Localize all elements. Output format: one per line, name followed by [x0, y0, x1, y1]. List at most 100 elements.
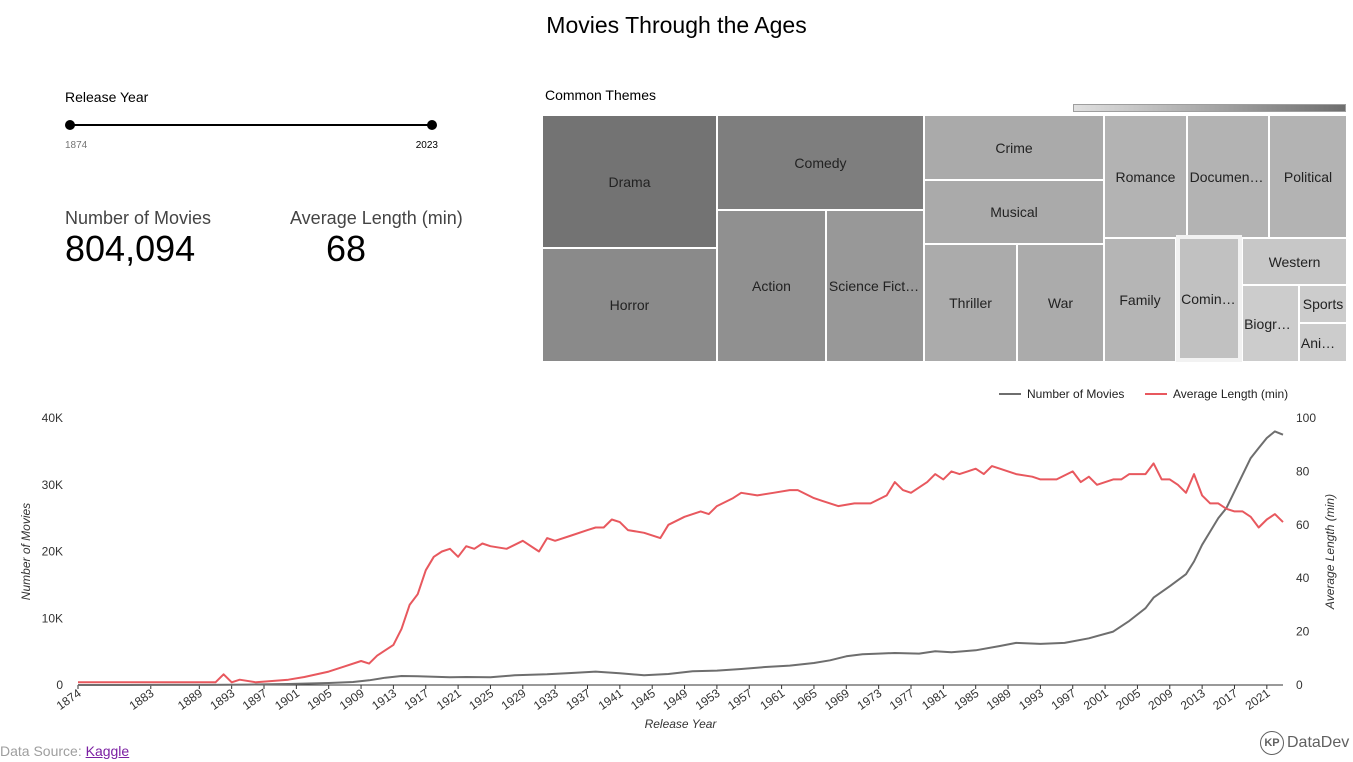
kaggle-link[interactable]: Kaggle: [85, 743, 130, 759]
slider-track[interactable]: [69, 124, 433, 126]
legend-swatch-length: [1145, 393, 1167, 395]
treemap-tile-label: Biograp…: [1244, 315, 1297, 332]
treemap-tile-label: Romance: [1115, 168, 1176, 185]
y2-tick-label: 100: [1296, 411, 1316, 425]
treemap-tile-war[interactable]: War: [1017, 244, 1104, 362]
y-tick-label: 20K: [42, 545, 63, 559]
release-year-slider[interactable]: [65, 119, 437, 133]
brand-logo: KP DataDev: [1260, 731, 1349, 755]
x-tick-label: 1981: [919, 686, 949, 713]
x-tick-label: 1901: [272, 686, 302, 713]
y2-tick-label: 20: [1296, 625, 1310, 639]
x-tick-label: 1989: [984, 686, 1014, 713]
x-tick-label: 2009: [1146, 686, 1176, 713]
x-tick-label: 1905: [305, 686, 335, 713]
treemap-tile-action[interactable]: Action: [717, 210, 826, 362]
treemap-tile-political[interactable]: Political: [1269, 115, 1347, 238]
x-tick-label: 1965: [790, 686, 820, 713]
treemap-tile-family[interactable]: Family: [1104, 238, 1176, 362]
x-tick-label: 1953: [693, 686, 723, 713]
treemap-tile-biographical[interactable]: Biograp…: [1242, 285, 1299, 362]
data-source-footer: Data Source: Kaggle: [0, 743, 129, 759]
x-tick-label: 1977: [887, 686, 917, 713]
x-tick-label: 1883: [127, 686, 157, 713]
slider-max-handle[interactable]: [427, 120, 437, 130]
treemap-tile-horror[interactable]: Horror: [542, 248, 717, 362]
x-tick-label: 2013: [1178, 686, 1208, 713]
treemap-tile-romance[interactable]: Romance: [1104, 115, 1187, 238]
x-axis-title: Release Year: [645, 717, 718, 731]
treemap-tile-label: Political: [1283, 168, 1333, 185]
y-axis-title: Number of Movies: [19, 503, 33, 600]
x-tick-label: 1909: [337, 686, 367, 713]
x-tick-label: 1961: [757, 686, 787, 713]
y2-axis-title: Average Length (min): [1323, 494, 1337, 610]
treemap-tile-thriller[interactable]: Thriller: [924, 244, 1017, 362]
treemap-tile-science-fiction[interactable]: Science Fiction: [826, 210, 924, 362]
x-tick-label: 2001: [1081, 686, 1111, 713]
treemap-tile-documentary[interactable]: Documenta…: [1187, 115, 1269, 238]
treemap-tile-comedy[interactable]: Comedy: [717, 115, 924, 210]
treemap-tile-label: Action: [752, 278, 791, 294]
legend-label-length: Average Length (min): [1173, 387, 1289, 401]
treemap-tile-label: Coming…: [1181, 290, 1237, 307]
treemap-tile-drama[interactable]: Drama: [542, 115, 717, 248]
y2-tick-label: 0: [1296, 678, 1303, 692]
treemap-tile-label: War: [1047, 295, 1074, 311]
treemap-tile-label: Comedy: [794, 154, 847, 171]
treemap-tile-label: Horror: [609, 297, 650, 313]
y2-tick-label: 80: [1296, 464, 1310, 478]
treemap-title: Common Themes: [545, 87, 657, 103]
kpi-length-value: 68: [326, 228, 367, 269]
y-tick-label: 30K: [42, 478, 63, 492]
x-tick-label: 1941: [596, 686, 626, 713]
treemap-tile-label: Western: [1268, 253, 1321, 270]
treemap-tile-western[interactable]: Western: [1242, 238, 1347, 285]
slider-max-value: 2023: [415, 140, 438, 151]
kpi-movies-value: 804,094: [65, 228, 196, 269]
slider-min-handle[interactable]: [65, 120, 75, 130]
treemap-tile-label: Musical: [990, 204, 1038, 220]
x-tick-label: 1985: [952, 686, 982, 713]
treemap-tile-label: Family: [1119, 292, 1161, 308]
treemap-tile-label: Drama: [608, 173, 651, 190]
treemap-tile-sports[interactable]: Sports: [1299, 285, 1347, 323]
treemap-tile-label: Anim…: [1300, 334, 1346, 351]
x-tick-label: 1993: [1016, 686, 1046, 713]
kpi-movies-label: Number of Movies: [65, 208, 212, 228]
x-tick-label: 2005: [1113, 686, 1143, 713]
slider-min-value: 1874: [65, 140, 88, 151]
treemap-tile-label: Sports: [1302, 296, 1344, 312]
legend-label-movies: Number of Movies: [1027, 387, 1125, 401]
series-line-number-of-movies: [77, 430, 1284, 686]
treemap-tile-crime[interactable]: Crime: [924, 115, 1104, 180]
x-tick-label: 1889: [175, 686, 205, 713]
x-tick-label: 2021: [1243, 686, 1273, 713]
legend-item-length[interactable]: Average Length (min): [1145, 387, 1288, 401]
x-tick-label: 1937: [563, 686, 593, 713]
x-tick-label: 1973: [854, 686, 884, 713]
x-tick-label: 1949: [660, 686, 690, 713]
legend-item-movies[interactable]: Number of Movies: [999, 387, 1124, 401]
y2-tick-label: 60: [1296, 518, 1310, 532]
treemap-tile-coming-of-age[interactable]: Coming…: [1176, 235, 1242, 362]
x-tick-label: 1897: [240, 686, 270, 713]
treemap-tile-musical[interactable]: Musical: [924, 180, 1104, 244]
treemap-tile-label: Thriller: [949, 295, 992, 311]
data-source-label: Data Source:: [0, 743, 82, 759]
treemap-tile-animation[interactable]: Anim…: [1299, 323, 1347, 362]
release-year-filter-label: Release Year: [65, 89, 149, 105]
y-tick-label: 40K: [42, 411, 63, 425]
x-tick-label: 1957: [725, 686, 755, 713]
x-tick-label: 1997: [1049, 686, 1079, 713]
x-tick-label: 1929: [499, 686, 529, 713]
themes-treemap: Drama Horror Comedy Action Science Fiction Cr…: [542, 115, 1347, 362]
x-tick-label: 1917: [402, 686, 432, 713]
treemap-tile-label: Crime: [995, 139, 1033, 156]
treemap-tile-label: Science Fiction: [828, 278, 922, 294]
x-tick-label: 1913: [369, 686, 399, 713]
x-tick-label: 2017: [1210, 686, 1240, 713]
series-line-average-length: [78, 462, 1284, 684]
brand-name: DataDev: [1287, 734, 1350, 751]
dashboard-title: Movies Through the Ages: [546, 12, 807, 38]
